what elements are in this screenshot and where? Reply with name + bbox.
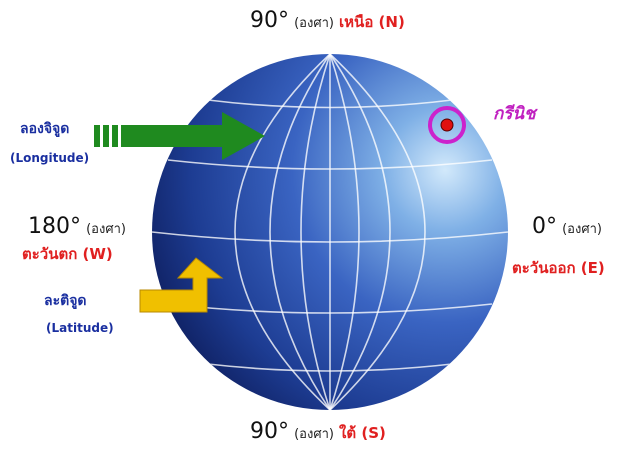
greenwich-ring: [428, 106, 466, 144]
south-degree: 90°: [250, 419, 289, 444]
west-degree: 180°: [28, 214, 81, 239]
longitude-thai-label: ลองจิจูด: [20, 121, 70, 137]
latitude-arrow: [139, 257, 224, 313]
meridian-line: [234, 54, 331, 410]
south-label: 90° (องศา) ใต้ (S): [250, 421, 386, 443]
parallel-line: [167, 303, 493, 314]
meridian-line: [269, 54, 331, 410]
west-degree-label: 180° (องศา): [28, 216, 126, 238]
parallel-line: [152, 231, 508, 243]
east-direction: ตะวันออก (E): [512, 259, 605, 277]
latitude-thai-label: ละติจูด: [44, 293, 87, 309]
north-label: 90° (องศา) เหนือ (N): [250, 10, 405, 32]
parallel-line: [167, 159, 493, 170]
meridian-line: [300, 54, 331, 410]
south-direction: ใต้ (S): [339, 424, 386, 442]
south-unit: (องศา): [294, 427, 334, 442]
latitude-english-label: (Latitude): [46, 321, 114, 335]
parallel-line: [207, 99, 453, 109]
west-direction: ตะวันตก (W): [22, 245, 113, 263]
east-degree: 0°: [532, 214, 557, 239]
greenwich-dot: [440, 118, 454, 132]
north-direction: เหนือ (N): [339, 13, 405, 31]
meridian-line: [329, 54, 360, 410]
north-degree: 90°: [250, 8, 289, 33]
north-unit: (องศา): [294, 16, 334, 31]
graticule-lines: [152, 54, 508, 410]
east-unit: (องศา): [562, 222, 602, 237]
longitude-arrow: [94, 112, 265, 160]
meridian-line: [329, 54, 391, 410]
parallel-line: [207, 363, 453, 372]
meridian-line: [329, 54, 426, 410]
greenwich-label: กรีนิช: [493, 104, 536, 124]
longitude-english-label: (Longitude): [10, 151, 90, 165]
west-unit: (องศา): [86, 222, 126, 237]
east-degree-label: 0° (องศา): [532, 216, 602, 238]
